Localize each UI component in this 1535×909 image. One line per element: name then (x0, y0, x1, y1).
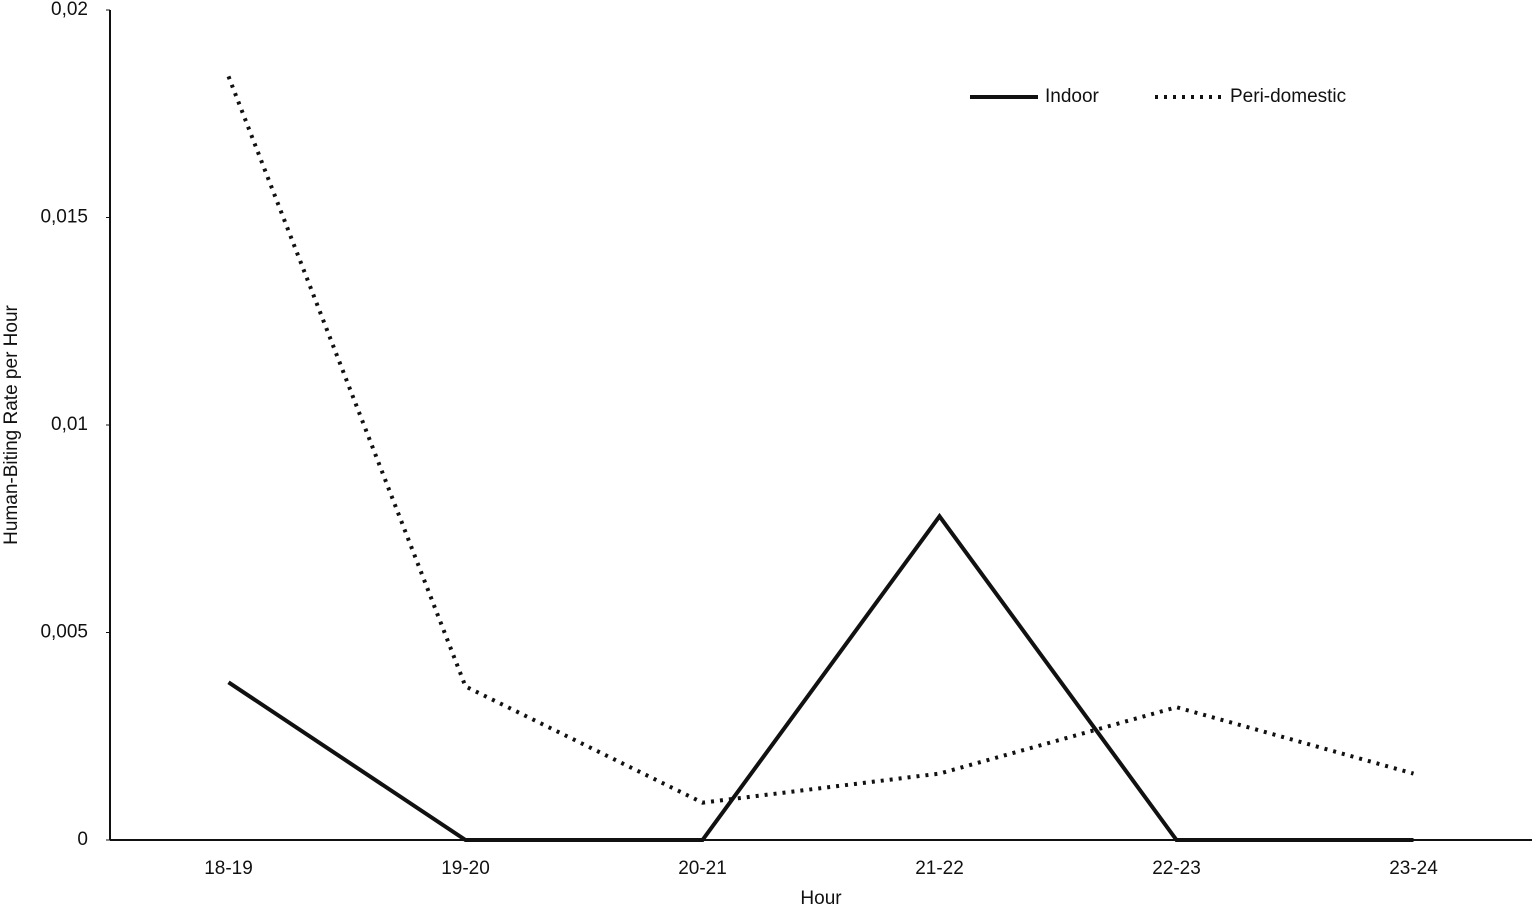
series-line (226, 75, 1415, 805)
y-tick-label: 0,005 (40, 622, 88, 643)
x-tick-label: 20-21 (678, 858, 727, 879)
x-tick-label: 18-19 (204, 858, 253, 879)
x-tick-label: 23-24 (1389, 858, 1438, 879)
x-tick-label: 19-20 (441, 858, 490, 879)
y-tick-label: 0,01 (51, 414, 88, 435)
x-axis-label: Hour (800, 888, 842, 909)
series-line (227, 512, 1414, 842)
legend-label: Indoor (1045, 86, 1100, 107)
legend-label: Peri-domestic (1230, 86, 1346, 107)
y-axis-label: Human-Biting Rate per Hour (1, 304, 22, 544)
y-tick-label: 0,02 (51, 0, 88, 20)
x-tick-label: 22-23 (1152, 858, 1201, 879)
x-tick-label: 21-22 (915, 858, 964, 879)
y-tick-label: 0,015 (40, 207, 88, 228)
y-tick-label: 0 (77, 829, 88, 850)
